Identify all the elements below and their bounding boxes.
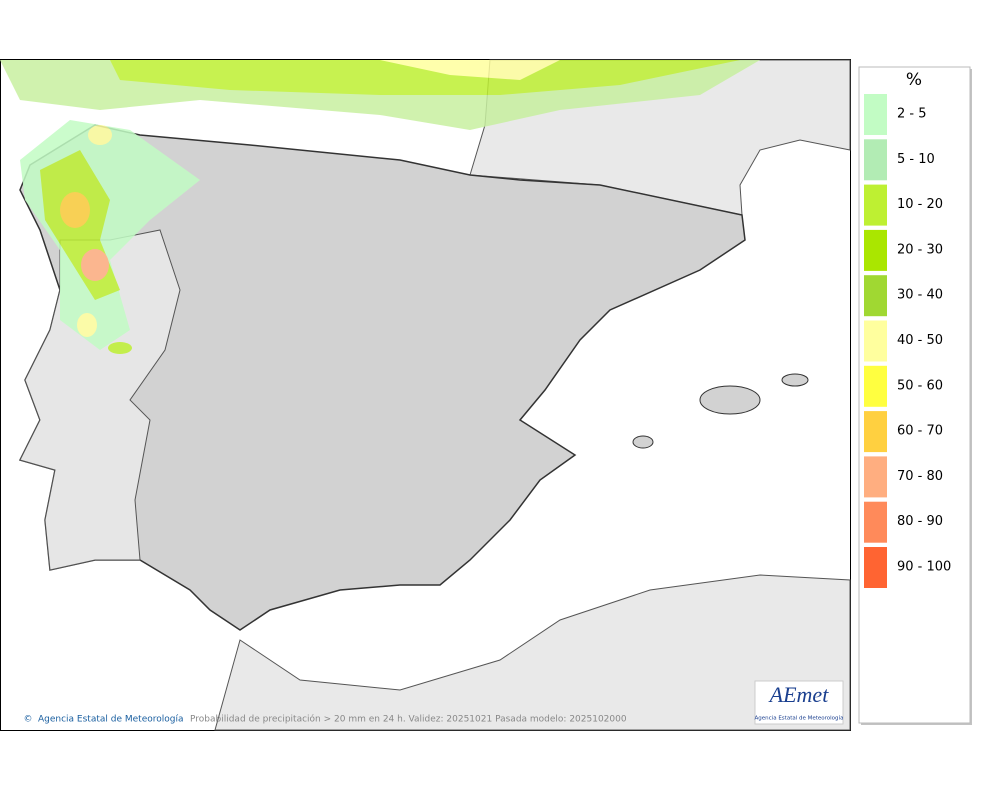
logo: AEmet Agencia Estatal de Meteorología [754, 680, 844, 725]
legend-label: 70 - 80 [897, 469, 943, 484]
logo-name: AEmet [768, 682, 830, 707]
legend-swatch [864, 275, 887, 317]
legend-swatch [864, 365, 887, 407]
copyright-icon: © [24, 715, 33, 725]
legend-label: 90 - 100 [897, 560, 951, 575]
legend-label: 50 - 60 [897, 378, 943, 393]
legend-swatch [864, 94, 887, 135]
precipitation [0, 60, 760, 354]
legend-swatch [864, 184, 887, 226]
legend: % 2 - 5 5 - 10 10 - 20 20 - 30 30 - 40 40 - 5… [858, 66, 972, 725]
legend-label: 60 - 70 [897, 424, 943, 439]
legend-swatch [864, 320, 887, 362]
island [632, 435, 654, 449]
island [699, 385, 761, 415]
legend-label: 30 - 40 [897, 288, 943, 303]
credit: Agencia Estatal de Meteorología [38, 715, 184, 725]
legend-swatch [864, 229, 887, 271]
legend-swatch [864, 547, 887, 588]
legend-swatch [864, 456, 887, 498]
legend-label: 80 - 90 [897, 514, 943, 529]
legend-swatch [864, 411, 887, 453]
legend-label: 20 - 30 [897, 242, 943, 257]
africa [214, 574, 851, 731]
legend-swatch [864, 139, 887, 181]
map: © Agencia Estatal de Meteorología Probab… [0, 59, 851, 731]
legend-label: 10 - 20 [897, 197, 943, 212]
legend-label: 2 - 5 [897, 107, 927, 122]
island [781, 373, 809, 387]
caption: Probabilidad de precipitación > 20 mm en… [190, 714, 627, 725]
legend-title: % [906, 70, 922, 90]
legend-label: 5 - 10 [897, 152, 935, 167]
logo-subtitle: Agencia Estatal de Meteorología [755, 715, 844, 722]
legend-swatch [864, 501, 887, 543]
legend-label: 40 - 50 [897, 333, 943, 348]
